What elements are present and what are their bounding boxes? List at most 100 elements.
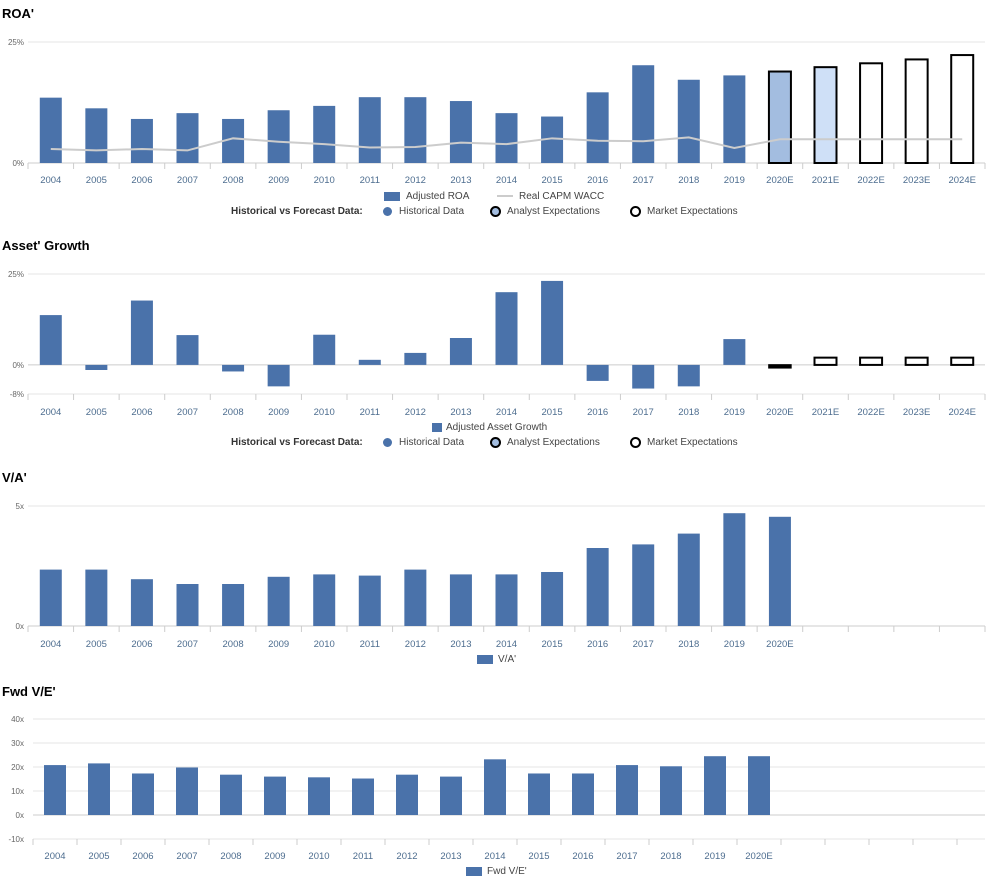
x-tick-label: 2013 [450, 175, 471, 186]
bar [768, 516, 791, 626]
bar [528, 773, 550, 815]
bar [39, 569, 62, 626]
x-tick-label: 2013 [450, 639, 471, 650]
bar-swatch-icon [432, 422, 442, 432]
bar [449, 338, 472, 365]
x-tick-label: 2014 [496, 175, 517, 186]
growth-panel: Asset' Growth 25% 0% -8% 2004 2005 2006 2007 20… [0, 238, 990, 458]
x-tick-label: 2004 [44, 851, 65, 862]
roa-title: ROA' [2, 6, 34, 21]
x-tick-label: 2019 [724, 407, 745, 418]
bar [704, 756, 726, 815]
x-tick-label: 2009 [268, 175, 289, 186]
x-tick-label: 2007 [176, 851, 197, 862]
x-tick-label: 2005 [86, 407, 107, 418]
x-tick-label: 2010 [314, 175, 335, 186]
x-tick-label: 2020E [766, 407, 793, 418]
legend-analyst[interactable]: Analyst Expectations [490, 437, 600, 449]
bar [396, 774, 418, 815]
roa-panel: ROA' 25% 0% 2004 2005 2006 2007 2008 2009 2010 20… [0, 6, 990, 226]
analyst-ring-icon [490, 206, 501, 217]
x-tick-label: 2022E [857, 175, 884, 186]
x-tick-label: 2006 [131, 175, 152, 186]
x-tick-label: 2018 [660, 851, 681, 862]
bar [44, 765, 66, 815]
x-tick-label: 2008 [223, 407, 244, 418]
bar [358, 575, 381, 626]
bar [222, 118, 245, 163]
x-tick-label: 2019 [724, 639, 745, 650]
x-tick-label: 2024E [948, 175, 975, 186]
x-tick-label: 2015 [542, 407, 563, 418]
legend-va[interactable]: V/A' [477, 654, 516, 666]
x-tick-label: 2017 [616, 851, 637, 862]
bar [495, 113, 518, 163]
y-tick-label: 25% [8, 270, 24, 279]
x-tick-label: 2016 [587, 639, 608, 650]
bar [308, 777, 330, 815]
bar [264, 776, 286, 815]
bar [440, 776, 462, 815]
x-tick-label: 2004 [40, 175, 61, 186]
x-tick-label: 2011 [360, 175, 380, 186]
legend-market[interactable]: Market Expectations [630, 206, 738, 218]
x-tick-label: 2011 [360, 639, 380, 650]
forecast-bar [859, 356, 884, 366]
forecast-bar [859, 62, 884, 165]
bar [313, 334, 336, 365]
legend-fve[interactable]: Fwd V/E' [466, 866, 527, 878]
bar-swatch-icon [466, 866, 482, 876]
hvf-label: Historical vs Forecast Data: [231, 437, 363, 448]
bar [176, 767, 198, 815]
x-tick-label: 2008 [220, 851, 241, 862]
bar [723, 513, 746, 626]
bar [495, 292, 518, 365]
x-tick-label: 2009 [268, 407, 289, 418]
legend-historical[interactable]: Historical Data [383, 437, 464, 449]
y-tick-label: -8% [10, 390, 24, 399]
roa-hvf-legend: Historical vs Forecast Data: Historical … [0, 206, 990, 220]
bar [132, 773, 154, 815]
y-tick-label: 30x [11, 739, 24, 748]
legend-wacc[interactable]: Real CAPM WACC [497, 191, 604, 203]
x-tick-label: 2012 [396, 851, 417, 862]
filled-dot-icon [383, 437, 392, 447]
legend-label: Adjusted ROA [406, 191, 470, 202]
bar [723, 339, 746, 365]
x-tick-label: 2005 [86, 639, 107, 650]
bar [632, 544, 655, 626]
legend-adjusted-asset-growth[interactable]: Adjusted Asset Growth [432, 422, 547, 434]
legend-analyst[interactable]: Analyst Expectations [490, 206, 600, 218]
x-tick-label: 2022E [857, 407, 884, 418]
x-tick-label: 2009 [268, 639, 289, 650]
x-tick-label: 2017 [633, 639, 654, 650]
growth-series-legend: Adjusted Asset Growth [0, 422, 990, 436]
bar [220, 774, 242, 815]
x-tick-label: 2019 [704, 851, 725, 862]
bar [176, 113, 199, 163]
y-tick-label: 25% [8, 38, 24, 47]
bar [267, 110, 290, 163]
x-tick-label: 2010 [314, 407, 335, 418]
x-tick-label: 2020E [745, 851, 772, 862]
x-tick-label: 2015 [542, 639, 563, 650]
bar [404, 97, 427, 163]
x-tick-label: 2005 [86, 175, 107, 186]
x-tick-label: 2007 [177, 175, 198, 186]
x-tick-label: 2019 [724, 175, 745, 186]
bar [88, 763, 110, 815]
x-tick-label: 2016 [572, 851, 593, 862]
legend-historical[interactable]: Historical Data [383, 206, 464, 218]
legend-adjusted-roa[interactable]: Adjusted ROA [384, 191, 469, 203]
x-tick-label: 2007 [177, 407, 198, 418]
x-tick-label: 2008 [223, 175, 244, 186]
legend-label: Fwd V/E' [487, 866, 527, 877]
x-tick-label: 2020E [766, 175, 793, 186]
bar [616, 765, 638, 815]
legend-label: Adjusted Asset Growth [446, 422, 548, 433]
y-tick-label: -10x [8, 835, 24, 844]
legend-market[interactable]: Market Expectations [630, 437, 738, 449]
x-tick-label: 2021E [812, 407, 839, 418]
forecast-bar [813, 356, 838, 366]
bar [449, 101, 472, 163]
